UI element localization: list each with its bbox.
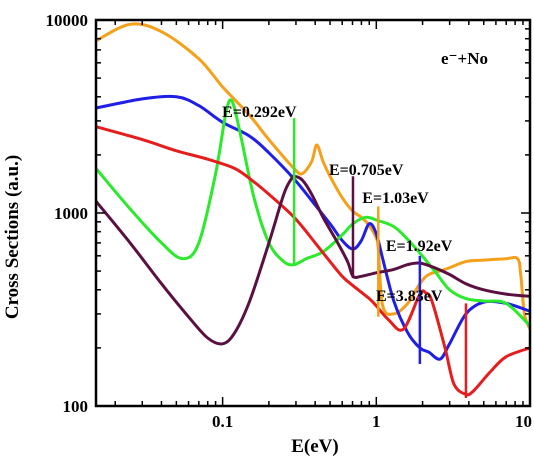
y-axis-label: Cross Sections (a.u.) (2, 155, 23, 319)
series-line-1 (96, 22, 530, 330)
energy-annotations: E=0.292eV E=0.705eV E=1.03eV E=1.92eV E=3.83… (222, 104, 453, 305)
series-line-5 (96, 174, 530, 346)
energy-annotation-1: E=0.292eV (222, 104, 297, 121)
energy-annotation-3: E=1.03eV (362, 190, 429, 207)
axis-ticks (96, 19, 531, 407)
tick-labels: 0.1 1 10 100 1000 10000 (46, 11, 533, 431)
x-tick-label: 1 (372, 412, 381, 431)
resonance-spikes (292, 118, 468, 399)
reaction-label: e⁻+No (441, 49, 488, 68)
energy-annotation-4: E=1.92eV (386, 238, 453, 255)
x-tick-label: 10 (515, 412, 532, 431)
y-tick-label: 100 (63, 397, 89, 416)
y-tick-label: 1000 (54, 204, 88, 223)
x-axis-label: E(eV) (291, 436, 338, 457)
energy-annotation-2: E=0.705eV (329, 162, 404, 179)
y-tick-label: 10000 (46, 11, 89, 30)
series-line-3 (96, 98, 530, 328)
energy-annotation-5: E=3.83eV (376, 288, 443, 305)
x-tick-label: 0.1 (212, 412, 233, 431)
